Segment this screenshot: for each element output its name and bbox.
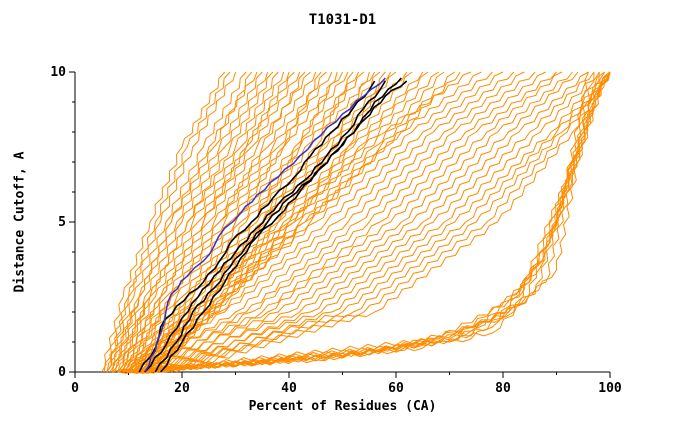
- all-models-curve: [133, 71, 557, 373]
- x-tick-label: 40: [281, 381, 297, 396]
- all-models-curve: [123, 71, 515, 373]
- all-models-curve: [155, 71, 611, 373]
- all-models-curve: [120, 71, 311, 373]
- all-models-curve: [112, 71, 269, 373]
- all-models-curve: [128, 71, 306, 373]
- all-models-curve: [176, 71, 611, 373]
- all-models-curve: [149, 71, 370, 373]
- all-models-curve: [101, 71, 226, 373]
- all-models-curve: [155, 71, 579, 373]
- all-models-curve: [133, 71, 504, 373]
- all-models-curve: [106, 71, 247, 373]
- selected-models-curve: [138, 80, 376, 373]
- all-models-curve: [117, 71, 274, 373]
- all-models-curve: [103, 71, 236, 373]
- all-models-curve: [138, 71, 338, 373]
- all-models-curve: [144, 71, 611, 374]
- all-models-curve: [139, 71, 573, 373]
- all-models-curve: [171, 71, 611, 373]
- all-models-curve: [128, 71, 611, 373]
- all-models-curve: [144, 71, 547, 373]
- all-models-curve: [123, 71, 611, 373]
- all-models-curve: [133, 71, 322, 373]
- all-models-curve: [123, 71, 600, 374]
- x-tick-label: 0: [71, 381, 79, 396]
- reference-model-curve: [143, 77, 386, 373]
- all-models-curve: [128, 71, 343, 373]
- y-tick-label: 10: [50, 65, 66, 80]
- all-models-curve: [130, 71, 360, 373]
- all-models-curve: [125, 71, 333, 373]
- all-models-curve: [117, 71, 493, 373]
- y-tick-label: 0: [58, 365, 66, 380]
- all-models-curve: [109, 71, 263, 373]
- all-models-curve: [128, 71, 482, 373]
- all-models-curve: [122, 71, 290, 373]
- all-models-curve: [144, 71, 589, 373]
- all-models-curve: [160, 71, 611, 373]
- selected-models-curve: [160, 80, 408, 373]
- all-models-curve: [160, 71, 595, 373]
- all-models-curve: [112, 71, 258, 373]
- all-models-curve: [149, 71, 563, 373]
- all-models-curve: [128, 71, 536, 373]
- x-tick-label: 20: [174, 381, 190, 396]
- x-tick-label: 100: [598, 381, 622, 396]
- selected-models-curve: [144, 80, 386, 373]
- all-models-curve: [114, 71, 285, 373]
- chart-title: T1031-D1: [308, 12, 377, 28]
- all-models-curve: [106, 71, 231, 373]
- x-tick-label: 60: [388, 381, 404, 396]
- all-models-curve: [138, 71, 525, 373]
- all-models-curve: [144, 71, 424, 373]
- all-models-curve: [122, 71, 317, 373]
- all-models-curve: [149, 71, 600, 373]
- x-axis-label: Percent of Residues (CA): [248, 399, 437, 414]
- all-models-curve: [122, 71, 472, 373]
- all-models-curve: [117, 71, 295, 373]
- all-models-curve: [144, 71, 354, 373]
- all-models-curve: [133, 71, 365, 373]
- y-tick-label: 5: [58, 215, 66, 230]
- x-tick-label: 80: [495, 381, 511, 396]
